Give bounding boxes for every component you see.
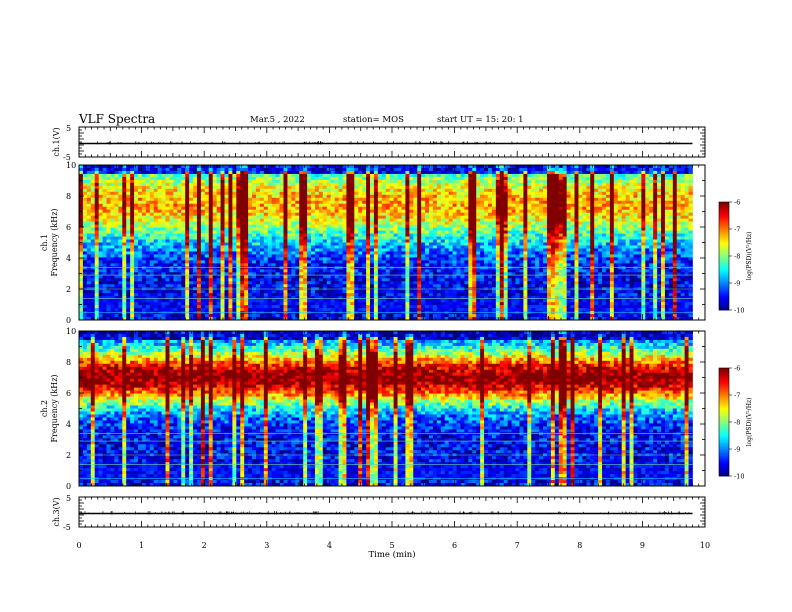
xtick-label-10: 10	[700, 541, 710, 550]
xtick-label-4: 4	[327, 541, 332, 550]
y-axis-label-2: Frequency (kHz)	[50, 374, 59, 442]
colorbar-tick-1-4: -10	[734, 307, 744, 315]
panel-channel-label-1: ch.1	[40, 234, 49, 251]
xtick-label-7: 7	[515, 541, 520, 550]
colorbar-tick-2-1: -7	[734, 392, 740, 400]
xtick-label-0: 0	[76, 541, 81, 550]
x-axis-label: Time (min)	[368, 549, 415, 560]
colorbar-tick-1-1: -7	[734, 226, 740, 234]
ytick-label-2-1: 2	[66, 451, 71, 460]
ytick-label-2-4: 8	[66, 358, 71, 367]
xtick-label-8: 8	[577, 541, 582, 550]
ytick-label: 5	[66, 494, 71, 503]
xtick-label-6: 6	[452, 541, 457, 550]
xtick-label-3: 3	[264, 541, 269, 550]
spectrogram-cells-2	[79, 331, 693, 486]
xtick-label-2: 2	[202, 541, 207, 550]
colorbar-tick-2-3: -9	[734, 446, 740, 454]
y-axis-label: ch.1(V)	[52, 127, 61, 156]
ytick-label: 5	[66, 124, 71, 133]
ytick-label-2-5: 10	[66, 327, 76, 336]
colorbar-tick-1-3: -9	[734, 280, 740, 288]
xtick-label-9: 9	[640, 541, 645, 550]
colorbar-label-1: log(PSD)(V²/Hz)	[746, 232, 753, 281]
ytick-label-1-1: 2	[66, 285, 71, 294]
colorbar-tick-2-4: -10	[734, 473, 744, 481]
colorbar-tick-1-2: -8	[734, 253, 740, 261]
ytick-label-1-0: 0	[66, 316, 71, 325]
y-axis-label: ch.3(V)	[52, 497, 61, 526]
colorbar-label-2: log(PSD)(V²/Hz)	[746, 398, 753, 447]
panel-channel-label-2: ch.2	[40, 400, 49, 417]
ytick-label-1-2: 4	[66, 254, 71, 263]
xtick-label-1: 1	[139, 541, 144, 550]
ytick-label-1-4: 8	[66, 192, 71, 201]
ytick-label-2-3: 6	[66, 389, 71, 398]
y-axis-label-1: Frequency (kHz)	[50, 208, 59, 276]
colorbar-1	[719, 202, 732, 310]
colorbar-tick-2-0: -6	[734, 365, 740, 373]
spectrogram-cells-1	[79, 165, 693, 320]
ytick-label-2-2: 4	[66, 420, 71, 429]
ytick-label-2-0: 0	[66, 482, 71, 491]
ytick-label-1-3: 6	[66, 223, 71, 232]
ytick-label: -5	[63, 523, 71, 532]
colorbar-2	[719, 368, 732, 476]
xtick-label-5: 5	[389, 541, 394, 550]
colorbar-tick-2-2: -8	[734, 419, 740, 427]
ytick-label-1-5: 10	[66, 161, 76, 170]
colorbar-tick-1-0: -6	[734, 199, 740, 207]
